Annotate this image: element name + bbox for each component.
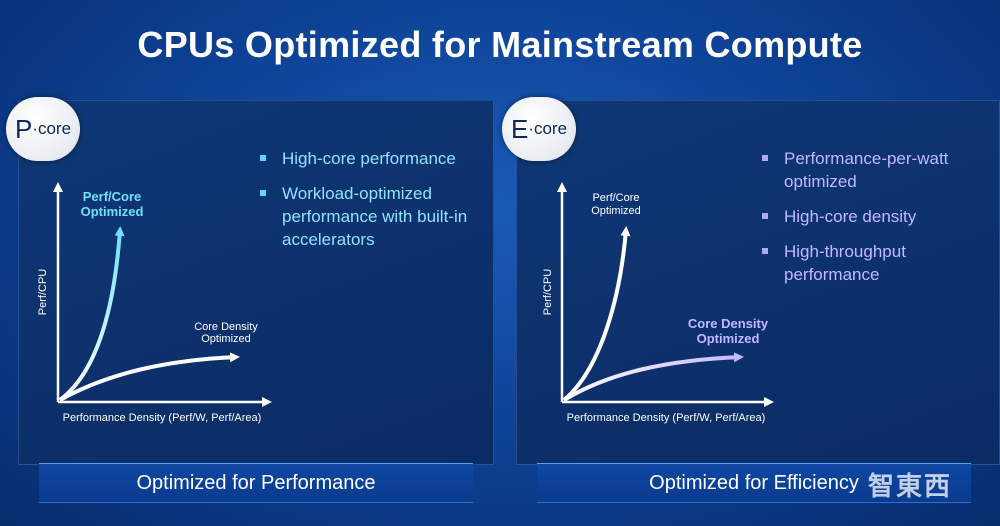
ecore-bullet: High-core density [762,205,982,228]
ecore-bullet-list: Performance-per-watt optimized High-core… [762,147,982,298]
pcore-axes [53,182,272,407]
pcore-footer: Optimized for Performance [39,463,473,503]
ecore-x-axis-label: Performance Density (Perf/W, Perf/Area) [567,412,766,424]
ecore-flat-label-line1: Core Density [688,316,769,331]
ecore-perf-core-curve [562,226,631,402]
pcore-perf-core-curve [58,226,125,402]
pcore-steep-label-line1: Perf/Core [83,189,142,204]
pcore-bullet: High-core performance [260,147,490,170]
ecore-flat-label-line2: Optimized [697,331,760,346]
pcore-core-density-curve [59,352,240,402]
ecore-bullet: High-throughput performance [762,240,982,286]
pcore-flat-label-line2: Optimized [201,333,251,345]
ecore-badge-suffix: ·core [528,119,568,138]
pcore-badge: P ·core [6,97,80,161]
ecore-badge: E ·core [502,97,576,161]
pcore-panel [18,100,494,465]
ecore-footer: Optimized for Efficiency [537,463,971,503]
pcore-badge-letter: P [14,113,33,144]
ecore-y-axis-label: Perf/CPU [542,269,554,316]
pcore-badge-suffix: ·core [32,119,72,138]
pcore-bullet: Workload-optimized performance with buil… [260,182,490,251]
pcore-bullet-list: High-core performance Workload-optimized… [260,147,490,263]
page-title: CPUs Optimized for Mainstream Compute [137,24,863,65]
pcore-y-axis-label: Perf/CPU [37,269,49,316]
pcore-x-axis-label: Performance Density (Perf/W, Perf/Area) [63,412,262,424]
ecore-panel [516,100,1000,465]
ecore-steep-label-line1: Perf/Core [592,192,639,204]
ecore-steep-label-line2: Optimized [591,205,641,217]
watermark-logo: 智東西 [868,471,953,501]
pcore-flat-label-line1: Core Density [194,321,258,333]
pcore-steep-label-line2: Optimized [81,204,144,219]
ecore-badge-letter: E [510,113,529,144]
ecore-bullet: Performance-per-watt optimized [762,147,982,193]
ecore-core-density-curve [562,352,744,402]
ecore-axes [557,182,774,407]
